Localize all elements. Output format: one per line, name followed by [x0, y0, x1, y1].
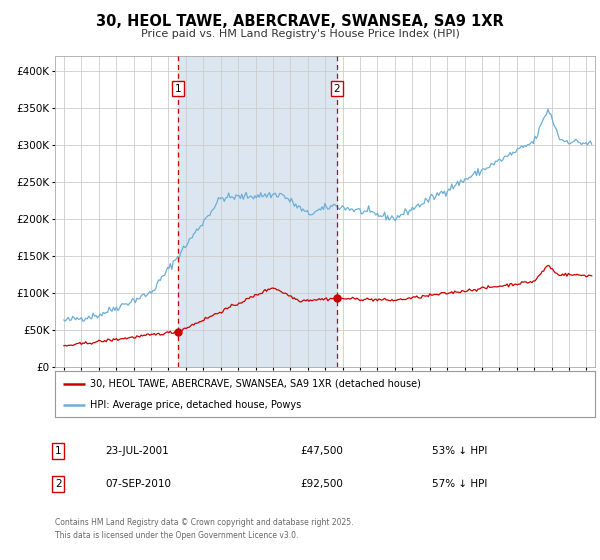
Text: HPI: Average price, detached house, Powys: HPI: Average price, detached house, Powy…: [90, 400, 302, 410]
Text: 2: 2: [334, 83, 340, 94]
Text: 23-JUL-2001: 23-JUL-2001: [105, 446, 169, 456]
Text: 57% ↓ HPI: 57% ↓ HPI: [432, 479, 487, 489]
Text: 1: 1: [175, 83, 181, 94]
Text: 30, HEOL TAWE, ABERCRAVE, SWANSEA, SA9 1XR (detached house): 30, HEOL TAWE, ABERCRAVE, SWANSEA, SA9 1…: [90, 379, 421, 389]
Text: 07-SEP-2010: 07-SEP-2010: [105, 479, 171, 489]
Text: 30, HEOL TAWE, ABERCRAVE, SWANSEA, SA9 1XR: 30, HEOL TAWE, ABERCRAVE, SWANSEA, SA9 1…: [96, 14, 504, 29]
Text: £92,500: £92,500: [300, 479, 343, 489]
Text: 2: 2: [55, 479, 62, 489]
Text: Contains HM Land Registry data © Crown copyright and database right 2025.
This d: Contains HM Land Registry data © Crown c…: [55, 518, 354, 539]
Text: £47,500: £47,500: [300, 446, 343, 456]
Text: 53% ↓ HPI: 53% ↓ HPI: [432, 446, 487, 456]
Text: Price paid vs. HM Land Registry's House Price Index (HPI): Price paid vs. HM Land Registry's House …: [140, 29, 460, 39]
Text: 1: 1: [55, 446, 62, 456]
